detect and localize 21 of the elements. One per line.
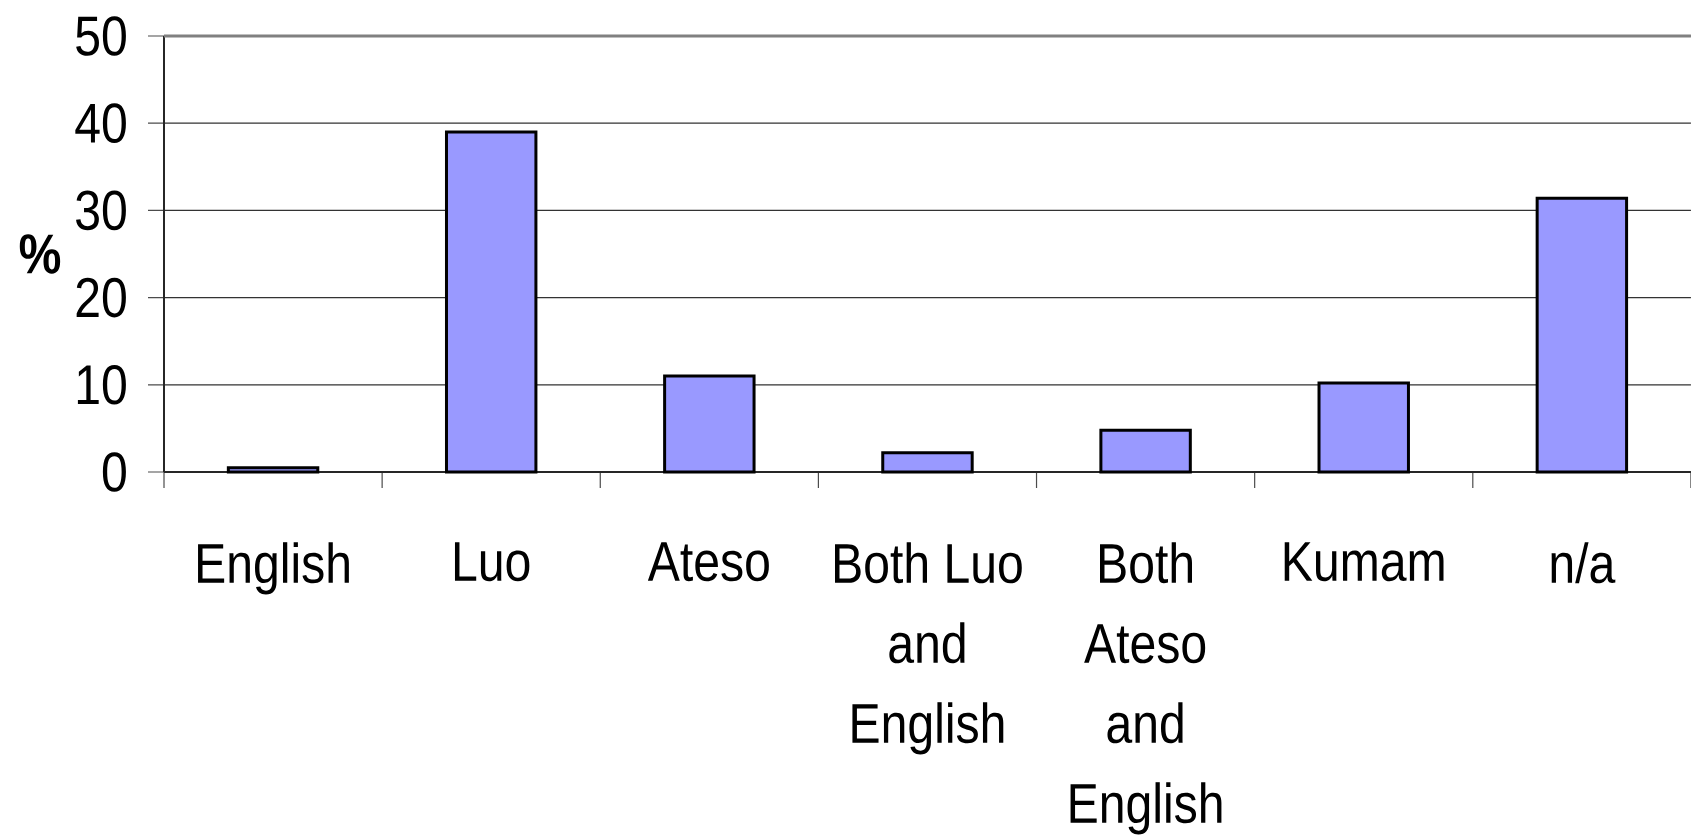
x-tick-label: Both Luo and English	[835, 542, 1022, 755]
y-tick-label: 30	[76, 190, 126, 231]
x-tick-label: n/a	[1551, 542, 1616, 584]
bar	[663, 374, 756, 474]
y-tick-label: 50	[76, 16, 126, 56]
bar	[226, 466, 320, 474]
y-axis-title: %	[19, 234, 61, 274]
bar	[1099, 428, 1192, 474]
x-tick-label: English	[198, 542, 349, 595]
x-tick-label: Both Ateso and English	[1070, 542, 1222, 835]
y-tick-label: 40	[75, 103, 126, 144]
x-tick-label: Luo	[454, 542, 530, 582]
y-tick-label: 0	[102, 452, 126, 492]
bar	[881, 451, 974, 474]
x-tick-label: Ateso	[647, 542, 769, 582]
y-tick-label: 10	[77, 364, 126, 405]
bar	[1317, 381, 1410, 474]
bar	[444, 130, 538, 474]
bar	[1535, 196, 1629, 474]
y-tick-label: 20	[76, 277, 126, 318]
x-tick-label: Kumam	[1284, 542, 1444, 582]
